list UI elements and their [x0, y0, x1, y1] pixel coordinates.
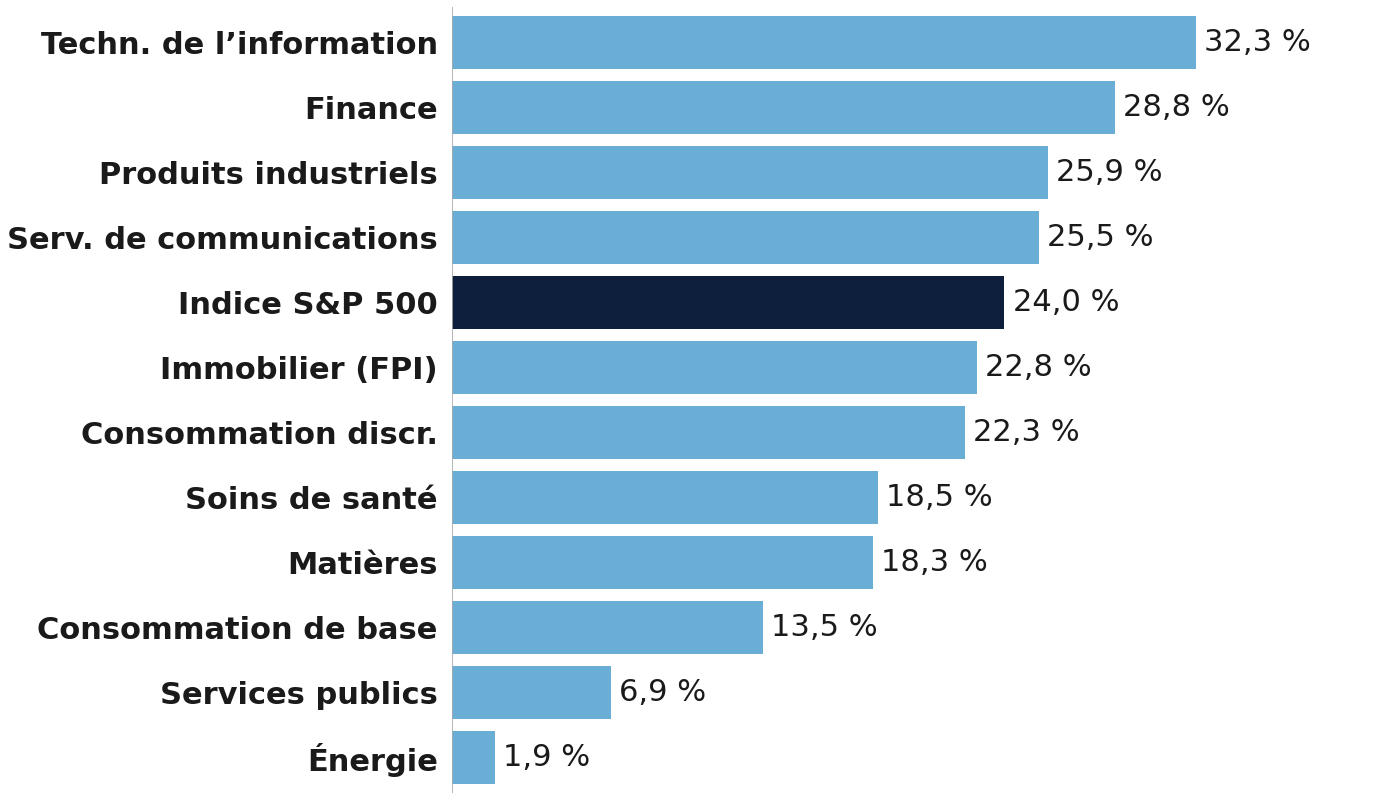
Bar [451, 536, 874, 589]
Text: 18,3 %: 18,3 % [882, 548, 988, 577]
Text: 13,5 %: 13,5 % [770, 613, 878, 642]
Bar [451, 341, 977, 394]
Bar [451, 471, 878, 524]
Bar [451, 146, 1049, 199]
Text: 6,9 %: 6,9 % [618, 678, 705, 707]
Text: 22,3 %: 22,3 % [973, 418, 1081, 447]
Text: 25,5 %: 25,5 % [1047, 223, 1154, 252]
Text: 32,3 %: 32,3 % [1203, 28, 1311, 57]
Text: 24,0 %: 24,0 % [1013, 288, 1119, 317]
Bar [451, 601, 763, 654]
Bar [451, 730, 495, 784]
Text: 22,8 %: 22,8 % [985, 353, 1092, 382]
Bar [451, 81, 1115, 134]
Text: 18,5 %: 18,5 % [886, 483, 992, 512]
Bar [451, 276, 1005, 329]
Bar [451, 666, 610, 719]
Bar [451, 16, 1195, 70]
Text: 25,9 %: 25,9 % [1056, 158, 1163, 187]
Bar [451, 211, 1039, 264]
Text: 1,9 %: 1,9 % [504, 743, 591, 772]
Bar [451, 406, 965, 459]
Text: 28,8 %: 28,8 % [1123, 93, 1230, 122]
